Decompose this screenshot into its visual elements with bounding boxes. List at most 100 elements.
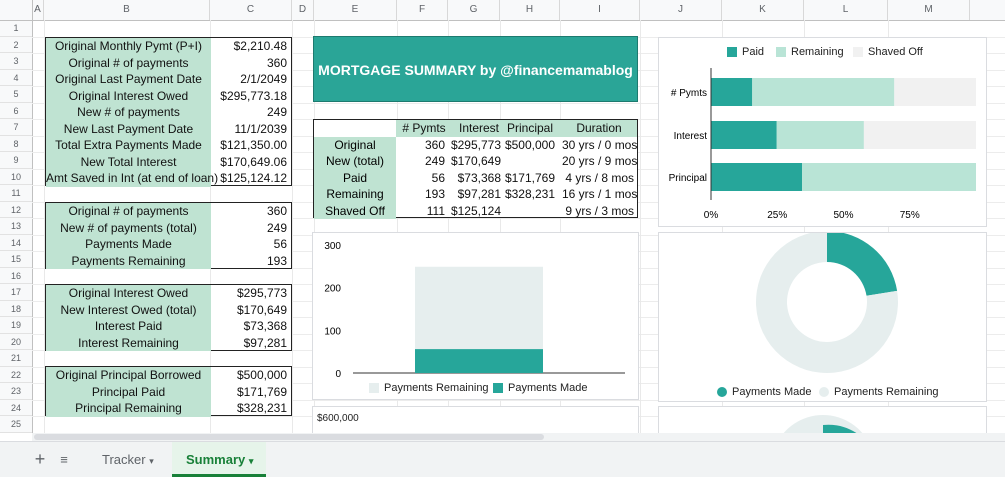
row-value[interactable]: 360 bbox=[266, 55, 287, 70]
all-sheets-menu-button[interactable]: ≡ bbox=[60, 452, 68, 467]
payments-donut-chart[interactable]: Payments Made Payments Remaining bbox=[658, 232, 987, 402]
row-header-2[interactable]: 2 bbox=[0, 37, 32, 53]
row-header-10[interactable]: 10 bbox=[0, 169, 32, 185]
summary-cell[interactable]: $73,368 bbox=[457, 170, 501, 185]
add-sheet-button[interactable]: + bbox=[34, 449, 46, 469]
row-value[interactable]: 193 bbox=[266, 253, 287, 268]
summary-cell[interactable]: $500,000 bbox=[504, 137, 555, 152]
row-value[interactable]: 2/1/2049 bbox=[240, 72, 287, 86]
row-value[interactable]: 249 bbox=[266, 105, 287, 119]
summary-cell[interactable]: 56 bbox=[431, 170, 445, 185]
row-value[interactable]: $500,000 bbox=[236, 368, 287, 382]
summary-cell[interactable] bbox=[497, 153, 555, 170]
row-value[interactable]: $125,124.12 bbox=[220, 171, 287, 185]
column-header-m[interactable]: M bbox=[888, 0, 970, 20]
table-row: New Interest Owed (total) $170,649 bbox=[46, 301, 291, 318]
row-header-8[interactable]: 8 bbox=[0, 136, 32, 152]
row-header-1[interactable]: 1 bbox=[0, 20, 32, 37]
summary-cell[interactable] bbox=[497, 203, 555, 220]
row-value[interactable]: $295,773.18 bbox=[220, 88, 287, 103]
summary-cell[interactable]: 193 bbox=[424, 187, 445, 201]
bar-segment-0-2 bbox=[711, 163, 803, 191]
chevron-down-icon: ▾ bbox=[248, 456, 254, 466]
column-header-f[interactable]: F bbox=[397, 0, 448, 20]
row-header-14[interactable]: 14 bbox=[0, 235, 32, 251]
row-header-23[interactable]: 23 bbox=[0, 383, 32, 400]
summary-cell[interactable]: $97,281 bbox=[457, 187, 501, 201]
row-value[interactable]: 56 bbox=[273, 237, 287, 251]
row-header-13[interactable]: 13 bbox=[0, 218, 32, 235]
row-header-16[interactable]: 16 bbox=[0, 268, 32, 284]
row-header-25[interactable]: 25 bbox=[0, 416, 32, 433]
column-header-c[interactable]: C bbox=[210, 0, 292, 20]
select-all-corner[interactable] bbox=[0, 0, 33, 21]
summary-cell[interactable]: $328,231 bbox=[504, 187, 555, 201]
row-value[interactable]: $73,368 bbox=[243, 319, 287, 333]
column-header-b[interactable]: B bbox=[44, 0, 210, 20]
row-value[interactable]: $171,769 bbox=[236, 384, 287, 399]
summary-cell[interactable]: $170,649 bbox=[450, 154, 501, 168]
column-remaining bbox=[415, 266, 543, 350]
row-header-22[interactable]: 22 bbox=[0, 367, 32, 383]
column-header-l[interactable]: L bbox=[804, 0, 888, 20]
row-value[interactable]: $328,231 bbox=[236, 401, 287, 415]
summary-cell[interactable]: 9 yrs / 3 mos bbox=[565, 203, 634, 218]
summary-table: # Pymts Interest Principal Duration Original… bbox=[313, 119, 638, 220]
table-row: Principal Paid $171,769 bbox=[46, 383, 291, 400]
summary-cell[interactable]: 16 yrs / 1 mos bbox=[562, 187, 638, 201]
column-header-k[interactable]: K bbox=[722, 0, 804, 20]
summary-cell[interactable]: 249 bbox=[424, 154, 445, 168]
donut-legend-dot-made bbox=[717, 387, 727, 398]
summary-row-label: Remaining bbox=[314, 186, 396, 203]
summary-cell[interactable]: 20 yrs / 9 mos bbox=[562, 154, 638, 168]
row-value[interactable]: 249 bbox=[266, 220, 287, 235]
column-header-e[interactable]: E bbox=[314, 0, 397, 20]
row-header-19[interactable]: 19 bbox=[0, 317, 32, 334]
row-value[interactable]: $121,350.00 bbox=[220, 138, 287, 152]
payments-column-chart[interactable]: 0 100 200 300 Payments Remaining Payments M… bbox=[312, 232, 639, 400]
horizontal-scrollbar[interactable] bbox=[32, 433, 1005, 441]
row-value[interactable]: 11/1/2039 bbox=[234, 121, 288, 136]
row-header-17[interactable]: 17 bbox=[0, 284, 32, 301]
column-header-a[interactable]: A bbox=[32, 0, 44, 20]
row-header-5[interactable]: 5 bbox=[0, 86, 32, 103]
row-header-11[interactable]: 11 bbox=[0, 185, 32, 202]
row-header-3[interactable]: 3 bbox=[0, 53, 32, 70]
row-value[interactable]: $170,649 bbox=[236, 302, 287, 317]
summary-cell[interactable]: 4 yrs / 8 mos bbox=[565, 170, 634, 185]
stacked-percent-bar-chart[interactable]: Paid Remaining Shaved Off # Pymts Interes… bbox=[658, 37, 987, 227]
row-header-6[interactable]: 6 bbox=[0, 103, 32, 119]
row-header-7[interactable]: 7 bbox=[0, 119, 32, 136]
column-header-h[interactable]: H bbox=[500, 0, 560, 20]
row-header-18[interactable]: 18 bbox=[0, 301, 32, 317]
table-row: Original Principal Borrowed $500,000 bbox=[46, 367, 291, 384]
row-value[interactable]: $170,649.06 bbox=[220, 154, 287, 169]
row-value[interactable]: $97,281 bbox=[243, 335, 287, 350]
row-header-21[interactable]: 21 bbox=[0, 350, 32, 367]
column-header-g[interactable]: G bbox=[448, 0, 500, 20]
summary-cell[interactable]: $171,769 bbox=[504, 170, 555, 185]
summary-cell[interactable]: 30 yrs / 0 mos bbox=[562, 137, 638, 152]
row-header-20[interactable]: 20 bbox=[0, 334, 32, 350]
column-header-d[interactable]: D bbox=[292, 0, 314, 20]
scrollbar-thumb[interactable] bbox=[34, 434, 544, 440]
gridline-col bbox=[292, 20, 293, 433]
column-header-j[interactable]: J bbox=[640, 0, 722, 20]
row-header-4[interactable]: 4 bbox=[0, 70, 32, 86]
tab-summary[interactable]: Summary ▾ bbox=[172, 442, 266, 477]
row-header-bar: 1 2 3 4 5 6 7 8 9 10 11 12 13 14 15 16 17 18 19 20 21 22 23 24 2… bbox=[0, 20, 33, 433]
row-header-12[interactable]: 12 bbox=[0, 202, 32, 218]
summary-cell[interactable]: $295,773 bbox=[450, 137, 501, 152]
row-header-9[interactable]: 9 bbox=[0, 152, 32, 169]
summary-cell[interactable]: 360 bbox=[424, 137, 445, 152]
row-value[interactable]: 360 bbox=[266, 204, 287, 218]
tab-tracker[interactable]: Tracker ▾ bbox=[90, 442, 170, 477]
summary-cell[interactable]: 111 bbox=[426, 203, 445, 218]
column-header-i[interactable]: I bbox=[560, 0, 640, 20]
row-header-24[interactable]: 24 bbox=[0, 400, 32, 416]
row-value[interactable]: $2,210.48 bbox=[233, 39, 287, 53]
summary-cell[interactable]: $125,124 bbox=[450, 203, 501, 218]
row-header-15[interactable]: 15 bbox=[0, 251, 32, 268]
row-value[interactable]: $295,773 bbox=[236, 286, 287, 300]
